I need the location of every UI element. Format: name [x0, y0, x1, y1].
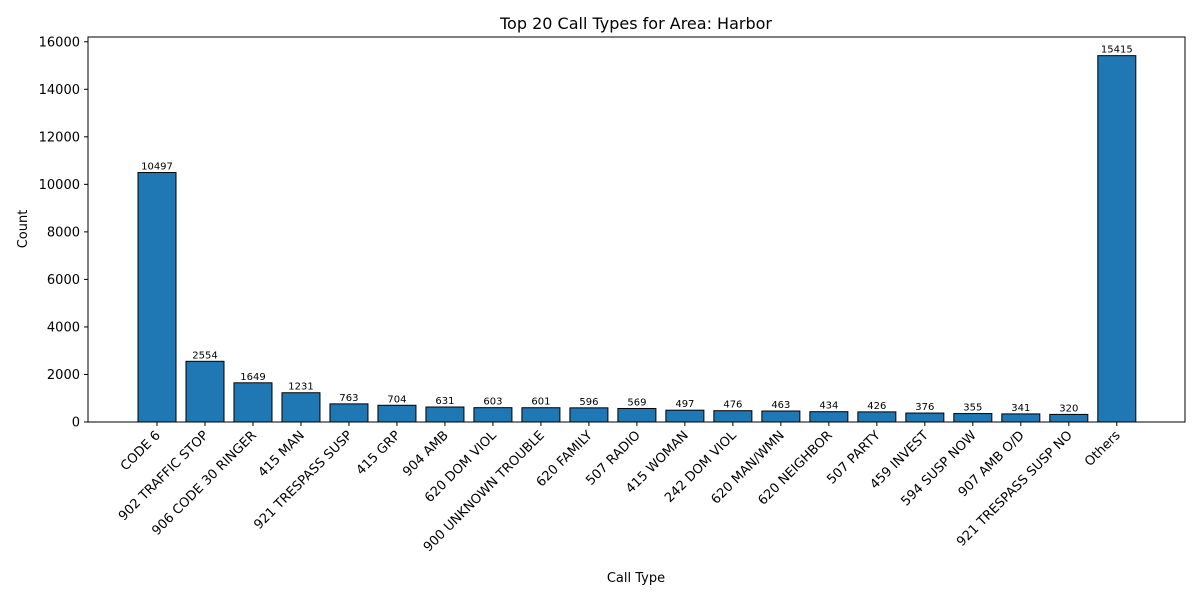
- bar: [809, 411, 849, 423]
- y-tick-label: 10000: [39, 178, 80, 193]
- data-label: 596: [579, 397, 598, 408]
- plot-frame: [87, 36, 1186, 423]
- y-tick-label: 12000: [39, 130, 80, 145]
- bar: [233, 382, 273, 423]
- data-label: 434: [819, 401, 838, 412]
- bar: [1097, 55, 1137, 423]
- data-label: 476: [723, 400, 742, 411]
- bar: [761, 410, 801, 423]
- chart-title: Top 20 Call Types for Area: Harbor: [499, 14, 772, 33]
- bar: [857, 411, 897, 423]
- data-label: 763: [339, 393, 358, 404]
- data-label: 463: [771, 400, 790, 411]
- bars-layer: [137, 55, 1137, 423]
- bar: [425, 406, 465, 423]
- data-label: 426: [867, 401, 886, 412]
- bar: [1001, 413, 1041, 423]
- bar: [617, 407, 657, 423]
- data-label: 15415: [1101, 45, 1133, 56]
- bar: [377, 404, 417, 423]
- data-label: 1231: [288, 382, 313, 393]
- bar: [665, 409, 705, 423]
- bar: [185, 360, 225, 423]
- bar: [281, 392, 321, 423]
- data-label: 569: [627, 397, 646, 408]
- data-label: 2554: [192, 350, 217, 361]
- x-axis-label: Call Type: [607, 571, 665, 586]
- y-tick-label: 0: [72, 416, 80, 431]
- data-label: 601: [531, 397, 550, 408]
- bar: [473, 407, 513, 423]
- bar: [521, 407, 561, 423]
- y-tick-label: 6000: [47, 273, 80, 288]
- y-tick-label: 8000: [47, 225, 80, 240]
- bar: [329, 403, 369, 423]
- y-axis-label: Count: [16, 210, 31, 249]
- data-label: 320: [1059, 403, 1078, 414]
- bar: [953, 413, 993, 423]
- data-label: 1649: [240, 372, 265, 383]
- data-label: 603: [483, 397, 502, 408]
- data-label: 355: [963, 403, 982, 414]
- data-label: 631: [435, 396, 454, 407]
- bar: [137, 172, 177, 423]
- data-label: 10497: [141, 162, 173, 173]
- data-label: 341: [1011, 403, 1030, 414]
- y-axis: 0 2000 4000 6000 8000 10000 12000 14000 16000: [39, 35, 88, 431]
- data-label: 376: [915, 402, 934, 413]
- bar: [713, 410, 753, 423]
- bar: [569, 407, 609, 423]
- bar: [905, 412, 945, 423]
- data-label: 497: [675, 399, 694, 410]
- y-tick-label: 4000: [47, 320, 80, 335]
- y-tick-label: 2000: [47, 368, 80, 383]
- data-labels-layer: 10497 2554 1649 1231 763 704 631 603 601 596 569 49…: [141, 45, 1133, 415]
- bar: [1049, 413, 1089, 423]
- y-tick-label: 16000: [39, 35, 80, 50]
- data-label: 704: [387, 394, 406, 405]
- y-tick-label: 14000: [39, 83, 80, 98]
